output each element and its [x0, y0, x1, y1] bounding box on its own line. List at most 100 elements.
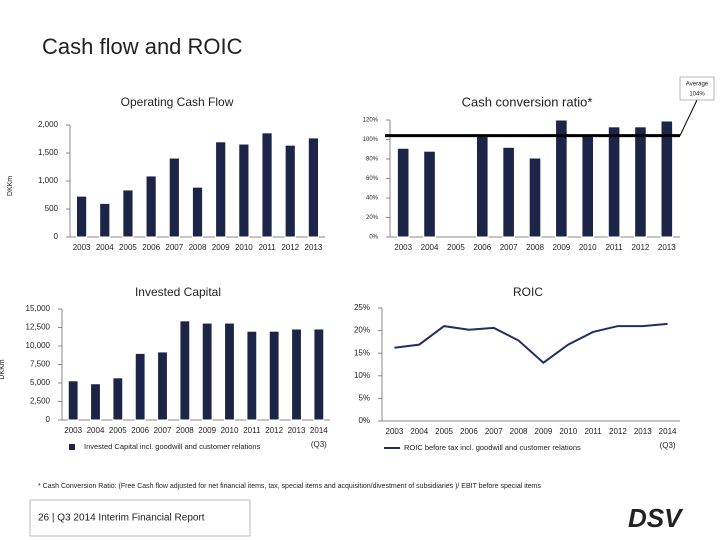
y-tick-label: 120%	[363, 118, 379, 124]
x-tick-label: 2009	[212, 243, 230, 252]
x-tick-label: 2004	[421, 243, 439, 252]
bar	[423, 150, 436, 238]
chart-title: Cash conversion ratio*	[462, 94, 593, 109]
bar	[90, 383, 101, 421]
bar	[191, 186, 204, 238]
x-tick-label: 2003	[73, 243, 91, 252]
x-tick-label: 2013	[658, 243, 676, 252]
chart-title: ROIC	[513, 285, 543, 299]
x-tick-label: 2009	[552, 243, 570, 252]
y-axis-label: DKKm	[7, 176, 14, 196]
bar	[134, 352, 146, 421]
y-tick-label: 1,500	[38, 148, 59, 157]
x-tick-label: 2005	[435, 427, 453, 436]
legend-label: Invested Capital incl. goodwill and cust…	[84, 442, 261, 451]
x-tick-label: 2010	[579, 243, 597, 252]
x-tick-note: (Q3)	[311, 440, 327, 449]
y-tick-label: 20%	[366, 215, 379, 221]
bar	[179, 320, 191, 421]
footer-box	[29, 499, 251, 537]
x-tick-label: 2004	[96, 243, 114, 252]
x-tick-label: 2006	[131, 426, 149, 435]
x-tick-label: 2010	[235, 243, 253, 252]
x-tick-label: 2014	[659, 427, 677, 436]
bar	[112, 377, 124, 421]
bar	[660, 120, 674, 238]
y-tick-label: 10,000	[26, 341, 51, 350]
x-tick-label: 2012	[265, 426, 283, 435]
slide-title: Cash flow and ROIC	[42, 34, 243, 59]
bar	[145, 175, 157, 238]
x-tick-label: 2008	[510, 427, 528, 436]
y-tick-label: 60%	[366, 176, 379, 182]
bar	[581, 135, 595, 238]
bar	[261, 132, 273, 238]
x-tick-label: 2010	[221, 426, 239, 435]
x-tick-label: 2008	[176, 426, 194, 435]
y-tick-label: 1,000	[38, 176, 59, 185]
line	[394, 322, 668, 364]
bar	[157, 351, 168, 421]
x-tick-label: 2008	[189, 243, 207, 252]
bar	[607, 126, 621, 238]
x-tick-label: 2005	[119, 243, 137, 252]
x-tick-label: 2012	[632, 243, 650, 252]
chart-title: Operating Cash Flow	[121, 95, 234, 109]
legend-swatch	[69, 444, 75, 450]
y-tick-label: 5,000	[30, 378, 51, 387]
bar	[268, 330, 280, 421]
average-note: Average	[686, 82, 709, 88]
bar	[555, 119, 568, 238]
average-box	[679, 76, 715, 101]
bar	[528, 157, 542, 238]
bar	[224, 322, 235, 421]
x-tick-label: 2012	[281, 243, 299, 252]
x-tick-label: 2003	[386, 427, 404, 436]
y-tick-label: 15,000	[26, 304, 51, 313]
y-tick-label: 500	[45, 204, 59, 213]
x-tick-label: 2005	[109, 426, 127, 435]
x-tick-label: 2012	[609, 427, 627, 436]
x-tick-label: 2013	[634, 427, 652, 436]
x-tick-label: 2006	[460, 427, 478, 436]
bar	[291, 328, 302, 421]
footer: 26 | Q3 2014 Interim Financial Report	[38, 513, 205, 524]
bar	[67, 380, 79, 421]
bar	[215, 141, 227, 238]
x-tick-label: 2013	[305, 243, 323, 252]
x-tick-label: 2009	[198, 426, 216, 435]
footnote: * Cash Conversion Ratio: (Free Cash flow…	[38, 483, 541, 490]
bar	[313, 328, 325, 421]
logo: DSV	[628, 503, 684, 533]
x-tick-label: 2007	[154, 426, 172, 435]
y-tick-label: 20%	[354, 326, 370, 335]
bar	[238, 143, 250, 238]
x-tick-label: 2010	[559, 427, 577, 436]
y-tick-label: 100%	[363, 137, 379, 143]
y-tick-label: 25%	[354, 303, 370, 312]
x-tick-label: 2011	[258, 243, 276, 252]
y-tick-label: 0	[54, 232, 59, 241]
y-tick-label: 15%	[354, 348, 370, 357]
y-tick-label: 0	[46, 415, 51, 424]
y-tick-label: 10%	[354, 371, 370, 380]
x-tick-label: 2007	[500, 243, 518, 252]
chart-title: Invested Capital	[135, 285, 221, 299]
y-axis-label: DKKm	[0, 359, 6, 379]
legend-label: ROIC before tax incl. goodwill and custo…	[404, 443, 581, 452]
bar	[201, 322, 213, 421]
bar	[284, 144, 296, 238]
bar	[634, 126, 647, 238]
x-tick-label: 2009	[535, 427, 553, 436]
bar	[502, 146, 515, 238]
y-tick-label: 80%	[366, 157, 379, 163]
y-tick-label: 0%	[358, 416, 370, 425]
y-tick-label: 2,000	[38, 120, 59, 129]
y-tick-label: 7,500	[30, 360, 51, 369]
x-tick-label: 2008	[526, 243, 544, 252]
average-connector	[679, 99, 698, 136]
x-tick-label: 2014	[310, 426, 328, 435]
x-tick-label: 2011	[243, 426, 261, 435]
x-tick-label: 2003	[64, 426, 82, 435]
